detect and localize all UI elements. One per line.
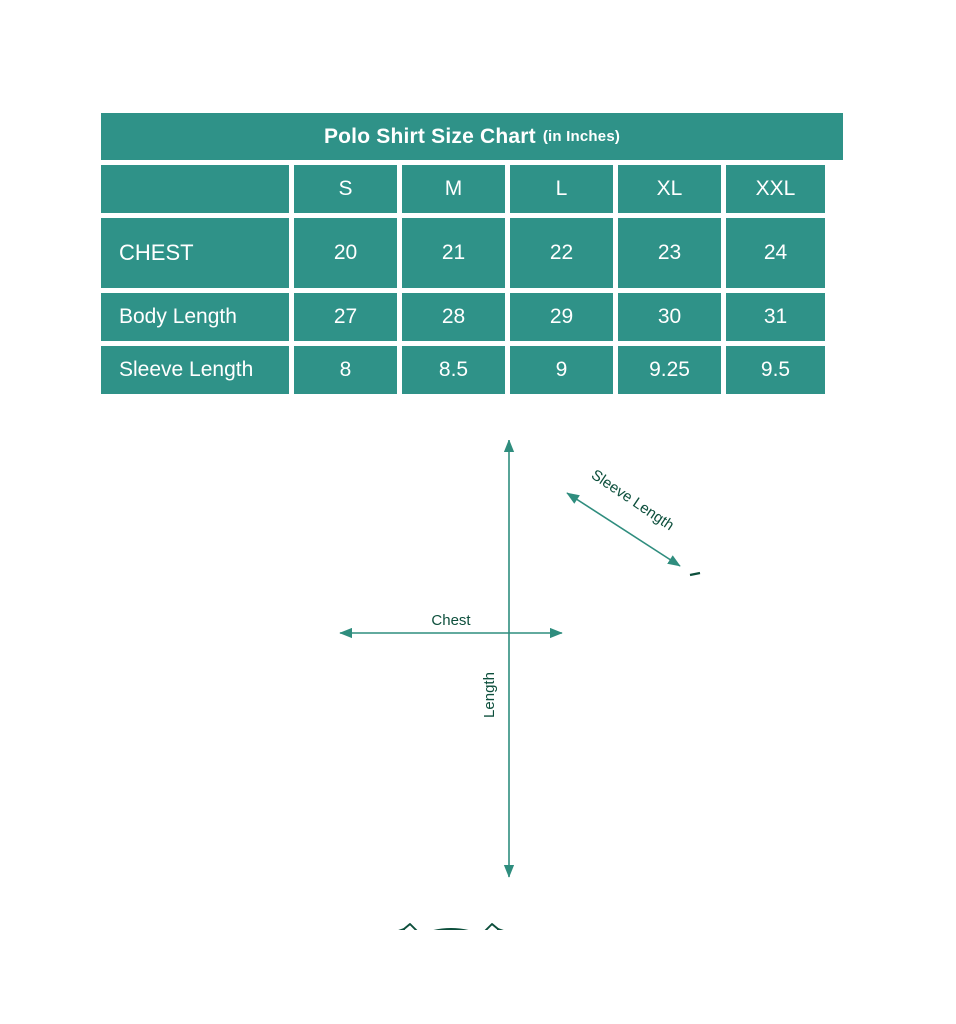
column-header-xxl: XXL: [726, 165, 825, 213]
column-header-xl: XL: [618, 165, 721, 213]
sleeve-length-dimension-arrow: [566, 492, 681, 567]
right-shoulder-seam: [497, 928, 504, 930]
cell-sleeve-length-xxl: 9.5: [726, 346, 825, 394]
row-label-body-length: Body Length: [101, 293, 289, 341]
polo-shirt-diagram: Chest Length Sleeve Length: [0, 440, 956, 930]
collar-left-point: [403, 923, 418, 930]
cell-body-length-l: 29: [510, 293, 613, 341]
cell-body-length-m: 28: [402, 293, 505, 341]
cell-chest-s: 20: [294, 218, 397, 288]
collar-right-point: [484, 923, 499, 930]
cell-body-length-xxl: 31: [726, 293, 825, 341]
left-shoulder-seam: [398, 928, 405, 930]
cell-body-length-s: 27: [294, 293, 397, 341]
cell-body-length-xl: 30: [618, 293, 721, 341]
table-header-row: S M L XL XXL: [101, 165, 843, 213]
shirt-illustration: Chest Length Sleeve Length: [339, 440, 701, 930]
column-header-s: S: [294, 165, 397, 213]
header-corner-cell: [101, 165, 289, 213]
cell-chest-l: 22: [510, 218, 613, 288]
column-header-l: L: [510, 165, 613, 213]
cell-sleeve-length-l: 9: [510, 346, 613, 394]
row-label-sleeve-length: Sleeve Length: [101, 346, 289, 394]
chest-label: Chest: [431, 612, 471, 629]
sleeve-length-label: Sleeve Length: [588, 466, 677, 534]
length-label: Length: [481, 672, 498, 718]
column-header-m: M: [402, 165, 505, 213]
collar-band: [433, 928, 469, 930]
row-label-chest: CHEST: [101, 218, 289, 288]
cell-sleeve-length-m: 8.5: [402, 346, 505, 394]
page-title-units: (in Inches): [542, 128, 621, 145]
size-chart-table: Polo Shirt Size Chart (in Inches) S M L …: [101, 113, 843, 394]
dimension-lines-group: [339, 440, 681, 878]
table-title-cell: Polo Shirt Size Chart (in Inches): [101, 113, 843, 160]
cell-chest-xl: 23: [618, 218, 721, 288]
cell-sleeve-length-s: 8: [294, 346, 397, 394]
page-title: Polo Shirt Size Chart: [323, 124, 536, 148]
sleeve-length-tick-mark: [689, 571, 701, 577]
table-row-sleeve-length: Sleeve Length 8 8.5 9 9.25 9.5: [101, 346, 843, 394]
table-row-chest: CHEST 20 21 22 23 24: [101, 218, 843, 288]
shirt-outline-group: [398, 923, 504, 930]
table-row-body-length: Body Length 27 28 29 30 31: [101, 293, 843, 341]
cell-chest-xxl: 24: [726, 218, 825, 288]
table-title-row: Polo Shirt Size Chart (in Inches): [101, 113, 843, 160]
cell-sleeve-length-xl: 9.25: [618, 346, 721, 394]
cell-chest-m: 21: [402, 218, 505, 288]
